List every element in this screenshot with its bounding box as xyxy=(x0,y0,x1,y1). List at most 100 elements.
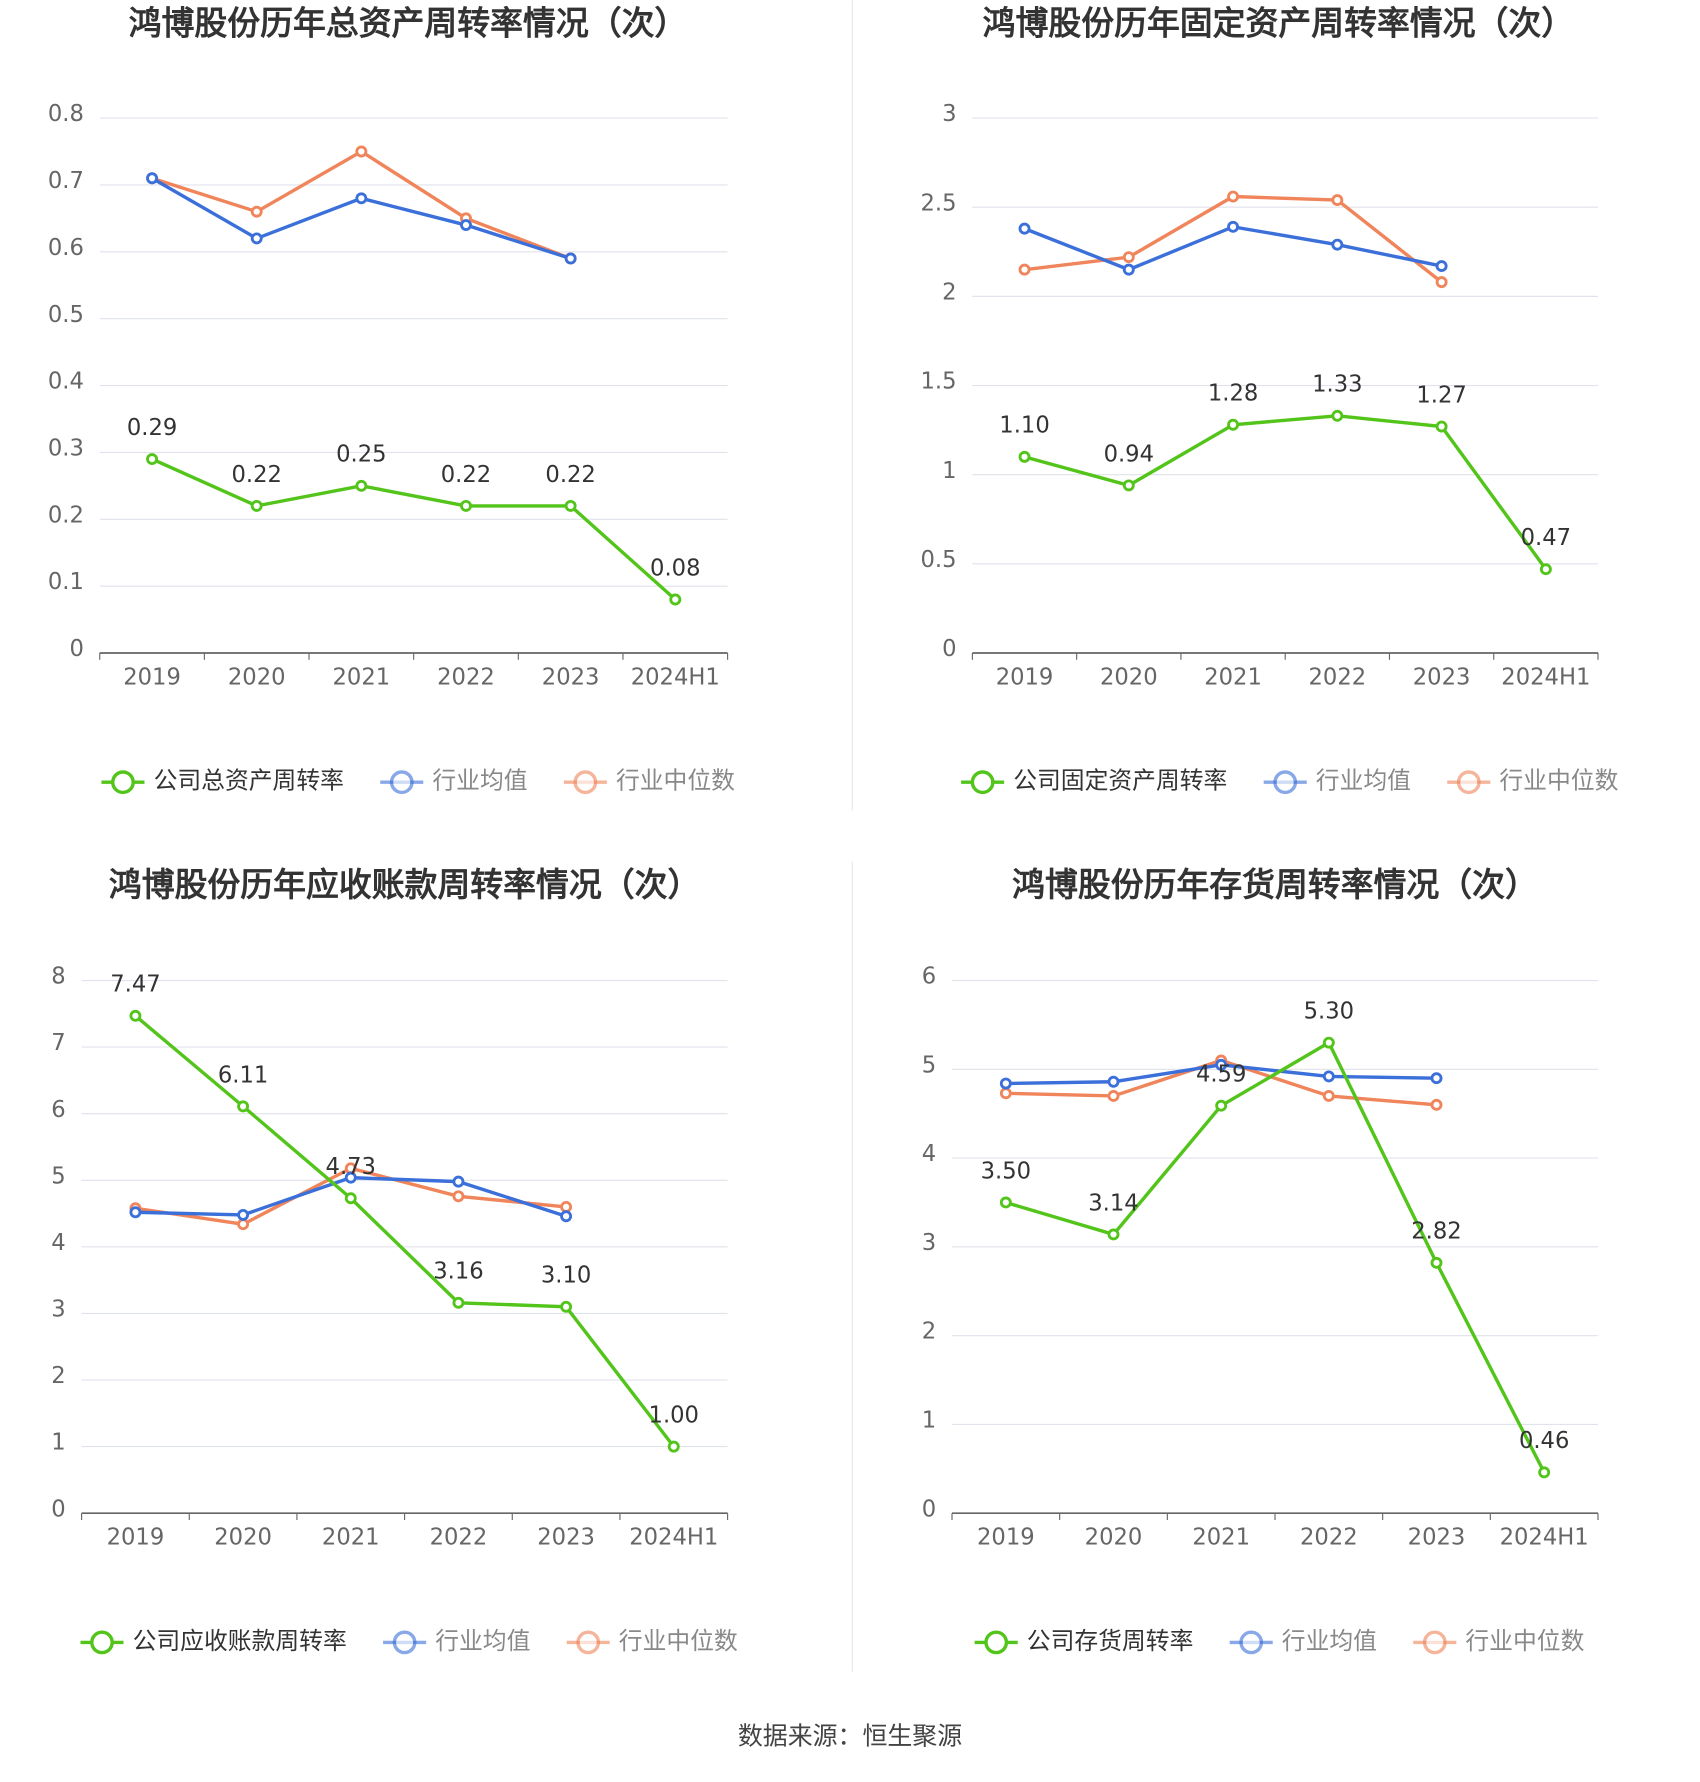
y-tick-label: 1.5 xyxy=(921,369,957,395)
data-point xyxy=(560,1200,573,1213)
legend-marker xyxy=(970,770,995,795)
x-tick-label: 2023 xyxy=(537,1525,595,1551)
data-point xyxy=(452,1190,465,1203)
x-tick-label: 2020 xyxy=(228,664,286,690)
series-line xyxy=(1005,1040,1546,1474)
y-tick-label: 4 xyxy=(51,1230,65,1256)
chart: 鸿博股份历年总资产周转率情况（次） 0 0.1 0.2 0.3 0.4 0.5 0.6 0.7 0… xyxy=(48,4,735,795)
data-point xyxy=(1331,409,1344,422)
data-point xyxy=(237,1100,250,1113)
data-label: 7.47 xyxy=(110,972,160,998)
y-tick-label: 2 xyxy=(922,1319,936,1345)
x-tick-label: 2020 xyxy=(1085,1525,1143,1551)
data-label: 1.00 xyxy=(649,1403,699,1429)
data-point xyxy=(1435,260,1448,273)
data-point xyxy=(1435,276,1448,289)
data-point xyxy=(667,1440,680,1453)
data-label: 0.22 xyxy=(231,462,281,488)
y-tick-label: 6 xyxy=(922,964,936,990)
data-label: 0.22 xyxy=(441,462,491,488)
data-label: 6.11 xyxy=(218,1062,268,1088)
data-label: 1.10 xyxy=(999,413,1049,439)
data-label: 0.47 xyxy=(1521,525,1571,551)
data-point xyxy=(669,593,682,606)
series-line xyxy=(151,457,677,601)
data-point xyxy=(1122,263,1135,276)
y-tick-label: 5 xyxy=(51,1163,65,1189)
y-tick-label: 6 xyxy=(51,1097,65,1123)
legend-marker xyxy=(389,770,414,795)
x-tick-label: 2019 xyxy=(123,664,181,690)
data-point xyxy=(1215,1058,1228,1071)
legend-marker xyxy=(1422,1630,1447,1655)
data-label: 3.50 xyxy=(981,1158,1031,1184)
data-point xyxy=(564,499,577,512)
x-tick-label: 2019 xyxy=(977,1525,1035,1551)
data-label: 1.27 xyxy=(1416,382,1466,408)
data-point xyxy=(1430,1098,1443,1111)
y-tick-label: 0.4 xyxy=(48,369,84,395)
data-label: 0.94 xyxy=(1104,441,1154,467)
data-point xyxy=(250,205,263,218)
series-line xyxy=(1024,194,1443,284)
data-point xyxy=(1430,1256,1443,1269)
x-tick-label: 2024H1 xyxy=(1501,664,1590,690)
data-point xyxy=(1435,420,1448,433)
legend-marker xyxy=(1239,1630,1264,1655)
chart-title: 鸿博股份历年固定资产周转率情况（次） xyxy=(983,4,1574,43)
data-label: 3.16 xyxy=(433,1259,483,1285)
legend-label: 行业中位数 xyxy=(1465,1627,1584,1655)
series-line xyxy=(1024,414,1548,571)
data-point xyxy=(1018,263,1031,276)
x-tick-label: 2020 xyxy=(1100,664,1158,690)
y-tick-label: 0.6 xyxy=(48,235,84,261)
data-point xyxy=(564,252,577,265)
legend-marker xyxy=(90,1630,114,1655)
x-tick-label: 2022 xyxy=(437,664,495,690)
legend-label: 公司存货周转率 xyxy=(1027,1627,1194,1655)
chart: 鸿博股份历年存货周转率情况（次） 0 1 2 3 4 5 6 2019 2020 2021 2022 2… xyxy=(922,865,1599,1655)
data-point xyxy=(460,219,472,232)
series-line xyxy=(134,1014,676,1448)
data-point xyxy=(146,172,159,185)
legend-label: 行业均值 xyxy=(432,767,527,795)
data-point xyxy=(452,1175,465,1188)
y-tick-label: 2 xyxy=(942,279,956,305)
data-point xyxy=(1122,251,1135,264)
data-point xyxy=(1227,220,1240,233)
y-tick-label: 4 xyxy=(922,1141,936,1167)
legend-label: 行业中位数 xyxy=(619,1627,738,1655)
data-point xyxy=(250,499,263,512)
legend-marker xyxy=(576,1630,601,1655)
chart-title: 鸿博股份历年存货周转率情况（次） xyxy=(1012,865,1538,904)
legend-label: 公司应收账款周转率 xyxy=(133,1627,347,1655)
x-tick-label: 2020 xyxy=(214,1525,272,1551)
data-point xyxy=(1227,418,1240,431)
data-point xyxy=(344,1192,357,1205)
chart: 鸿博股份历年应收账款周转率情况（次） 0 1 2 3 4 5 6 7 8 2019 2020 2021 2… xyxy=(51,865,738,1655)
x-tick-label: 2024H1 xyxy=(1500,1525,1589,1551)
data-point xyxy=(1538,1466,1551,1479)
y-tick-label: 0.5 xyxy=(48,302,84,328)
data-point xyxy=(1331,194,1344,207)
x-tick-label: 2019 xyxy=(996,664,1054,690)
series-line xyxy=(151,176,572,261)
y-tick-label: 0 xyxy=(922,1496,936,1522)
legend-label: 行业中位数 xyxy=(616,767,735,795)
y-tick-label: 3 xyxy=(51,1297,65,1323)
x-tick-label: 2019 xyxy=(107,1525,165,1551)
data-point xyxy=(1018,450,1031,463)
data-point xyxy=(250,232,263,245)
legend-label: 公司固定资产周转率 xyxy=(1013,767,1227,795)
chart: 鸿博股份历年固定资产周转率情况（次） 0 0.5 1 1.5 2 2.5 3 2019 2020 2… xyxy=(921,4,1619,795)
data-point xyxy=(1227,190,1240,203)
y-tick-label: 1 xyxy=(51,1430,65,1456)
x-tick-label: 2021 xyxy=(1192,1525,1250,1551)
legend-marker xyxy=(573,770,598,795)
series-line xyxy=(151,149,572,261)
y-tick-label: 0 xyxy=(942,636,956,662)
y-tick-label: 7 xyxy=(51,1030,65,1056)
x-tick-label: 2021 xyxy=(333,664,391,690)
source: 数据来源：恒生聚源 xyxy=(738,1722,962,1751)
